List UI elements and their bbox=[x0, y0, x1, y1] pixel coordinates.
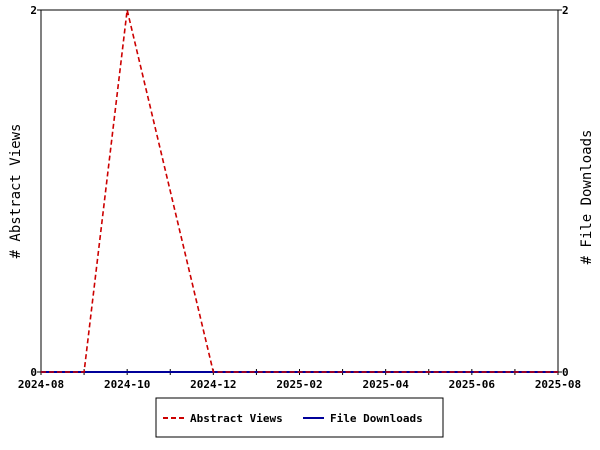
plot-area bbox=[40, 9, 559, 373]
y-tick-label-left: 2 bbox=[30, 4, 37, 17]
x-tick-label: 2025-06 bbox=[449, 378, 496, 391]
x-tick-label: 2024-10 bbox=[104, 378, 150, 391]
y-axis-title-right: # File Downloads bbox=[579, 130, 595, 265]
x-tick-label: 2025-08 bbox=[535, 378, 581, 391]
series-layer bbox=[41, 9, 558, 373]
y-tick-label-left: 0 bbox=[30, 366, 37, 379]
legend-label-file-downloads: File Downloads bbox=[330, 412, 423, 425]
y-tick-label-right: 2 bbox=[562, 4, 569, 17]
y-ticks: 0 2 0 2 bbox=[30, 4, 568, 379]
x-tick-label: 2024-12 bbox=[190, 378, 236, 391]
x-tick-label: 2025-04 bbox=[362, 378, 409, 391]
x-tick-label: 2024-08 bbox=[18, 378, 64, 391]
y-tick-label-right: 0 bbox=[562, 366, 569, 379]
legend: Abstract Views File Downloads bbox=[155, 397, 444, 438]
x-ticks: 2024-08 2024-10 2024-12 2025-02 2025-04 2025-… bbox=[18, 369, 581, 391]
x-tick-label: 2025-02 bbox=[276, 378, 322, 391]
y-axis-title-left: # Abstract Views bbox=[8, 124, 24, 259]
legend-label-abstract-views: Abstract Views bbox=[190, 412, 283, 425]
legend-box bbox=[155, 397, 444, 438]
series-line-abstract-views bbox=[41, 9, 558, 373]
